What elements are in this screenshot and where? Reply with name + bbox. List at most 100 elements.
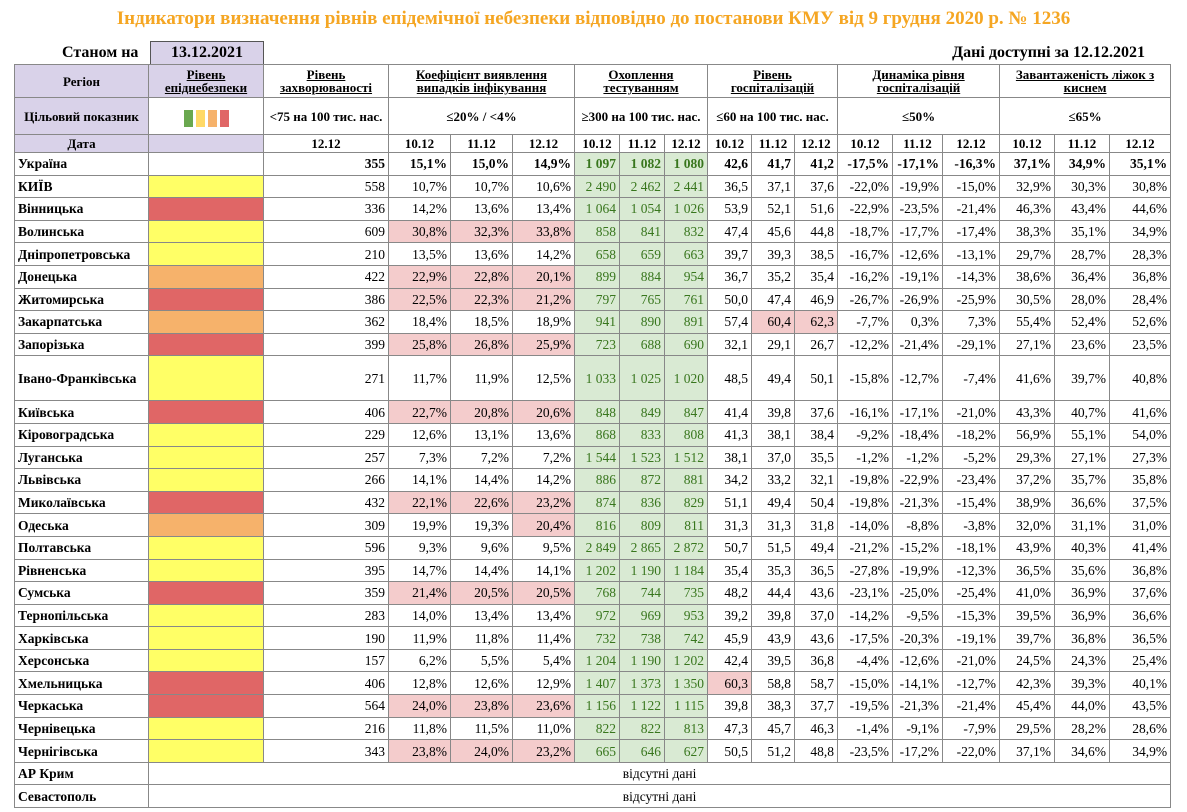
region-name: Івано-Франківська [14, 355, 149, 402]
region-name: АР Крим [14, 761, 149, 786]
hosp-dynamics-value: -21,4% [892, 332, 944, 357]
oxygen-value: 32,0% [999, 513, 1056, 537]
detection-value: 5,4% [512, 648, 575, 673]
testing-value: 858 [574, 219, 620, 244]
level-indicator [148, 739, 264, 763]
testing-value: 1 184 [663, 558, 709, 583]
incidence-value: 395 [263, 558, 389, 583]
hosp-dynamics-value: -8,8% [892, 513, 944, 537]
hosp-value: 45,6 [751, 219, 796, 244]
oxygen-value: 52,4% [1054, 310, 1111, 334]
oxygen-value: 36,5% [1109, 626, 1172, 650]
hosp-value: 36,7 [707, 264, 753, 289]
detection-value: 11,4% [512, 626, 575, 650]
region-name: Сумська [14, 581, 149, 605]
testing-value: 2 462 [619, 174, 665, 199]
detection-value: 19,3% [450, 513, 513, 537]
testing-value: 1 512 [663, 445, 709, 470]
hosp-dynamics-value: -22,9% [892, 468, 944, 492]
testing-value: 663 [663, 242, 709, 266]
hosp-dynamics-value: -29,1% [942, 332, 1001, 357]
detection-value: 32,3% [450, 219, 513, 244]
detection-value: 14,2% [512, 242, 575, 266]
detection-value: 13,6% [450, 242, 513, 266]
no-data-text: відсутні дані [147, 784, 1172, 809]
hosp-value: 48,2 [707, 581, 753, 605]
region-name: Чернігівська [14, 739, 149, 763]
hosp-dynamics-value: -5,2% [942, 445, 1001, 470]
detection-value: 14,7% [388, 558, 451, 583]
oxygen-value: 35,8% [1109, 468, 1172, 492]
detection-value: 9,6% [450, 535, 513, 560]
oxygen-value: 36,9% [1054, 581, 1111, 605]
table-row: Донецька 422 22,9% 22,8% 20,1% 899 884 954 36,7 3… [14, 264, 1172, 289]
hosp-dynamics-value: -15,3% [942, 603, 1001, 628]
oxygen-value: 38,6% [999, 264, 1056, 289]
no-data-text: відсутні дані [147, 761, 1172, 786]
oxygen-value: 44,0% [1054, 694, 1111, 718]
oxygen-value: 39,3% [1054, 671, 1111, 696]
testing-value: 1 190 [619, 558, 665, 583]
detection-value: 10,6% [512, 174, 575, 199]
oxygen-value: 35,7% [1054, 468, 1111, 492]
hosp-dynamics-value: -26,9% [892, 287, 944, 312]
hosp-value: 36,5 [707, 174, 753, 199]
detection-value: 15,0% [450, 152, 513, 176]
legend-swatch [207, 109, 217, 127]
level-indicator [148, 400, 264, 424]
oxygen-value: 23,6% [1054, 332, 1111, 357]
region-name: Львівська [14, 468, 149, 492]
table-row: Київська 406 22,7% 20,8% 20,6% 848 849 847 41,4 3… [14, 400, 1172, 424]
hosp-value: 39,8 [751, 603, 796, 628]
region-name: Запорізька [14, 332, 149, 357]
hosp-dynamics-value: -16,2% [837, 264, 894, 289]
hosp-dynamics-value: -21,0% [942, 400, 1001, 424]
detection-value: 21,4% [388, 581, 451, 605]
oxygen-value: 35,1% [1109, 152, 1172, 176]
oxygen-value: 34,9% [1109, 739, 1172, 763]
incidence-value: 309 [263, 513, 389, 537]
hosp-dynamics-value: -14,3% [942, 264, 1001, 289]
date-tst-2: 11.12 [619, 134, 665, 153]
detection-value: 14,2% [388, 197, 451, 221]
testing-value: 891 [663, 310, 709, 334]
header-row: Регіон Рівень епіднебезпеки Рівень захво… [14, 64, 1172, 98]
hosp-value: 58,8 [751, 671, 796, 696]
oxygen-value: 31,0% [1109, 513, 1172, 537]
table-row: Волинська 609 30,8% 32,3% 33,8% 858 841 832 47,4… [14, 219, 1172, 244]
hosp-dynamics-value: -18,1% [942, 535, 1001, 560]
hosp-dynamics-value: -13,1% [942, 242, 1001, 266]
testing-value: 1 020 [663, 355, 709, 402]
oxygen-value: 36,4% [1054, 264, 1111, 289]
hosp-value: 37,1 [751, 174, 796, 199]
detection-value: 11,9% [450, 355, 513, 402]
hosp-value: 53,9 [707, 197, 753, 221]
testing-value: 665 [574, 739, 620, 763]
legend-swatch [195, 109, 205, 127]
hosp-dynamics-value: -25,9% [942, 287, 1001, 312]
oxygen-value: 37,2% [999, 468, 1056, 492]
incidence-value: 406 [263, 400, 389, 424]
level-indicator [148, 174, 264, 199]
hosp-dynamics-value: -15,8% [837, 355, 894, 402]
oxygen-value: 28,0% [1054, 287, 1111, 312]
detection-value: 22,5% [388, 287, 451, 312]
testing-value: 1 544 [574, 445, 620, 470]
level-indicator [148, 242, 264, 266]
hosp-dynamics-value: -17,5% [837, 152, 894, 176]
testing-value: 849 [619, 400, 665, 424]
detection-value: 23,2% [512, 490, 575, 515]
hosp-value: 50,4 [794, 490, 839, 515]
detection-value: 24,0% [450, 739, 513, 763]
level-indicator [148, 513, 264, 537]
testing-value: 811 [663, 513, 709, 537]
incidence-value: 386 [263, 287, 389, 312]
oxygen-value: 40,8% [1109, 355, 1172, 402]
hosp-dynamics-value: -17,5% [837, 626, 894, 650]
hosp-dynamics-value: -23,1% [837, 581, 894, 605]
oxygen-value: 55,4% [999, 310, 1056, 334]
oxygen-value: 41,6% [999, 355, 1056, 402]
region-name: Донецька [14, 264, 149, 289]
detection-value: 19,9% [388, 513, 451, 537]
hosp-dynamics-value: -22,9% [837, 197, 894, 221]
